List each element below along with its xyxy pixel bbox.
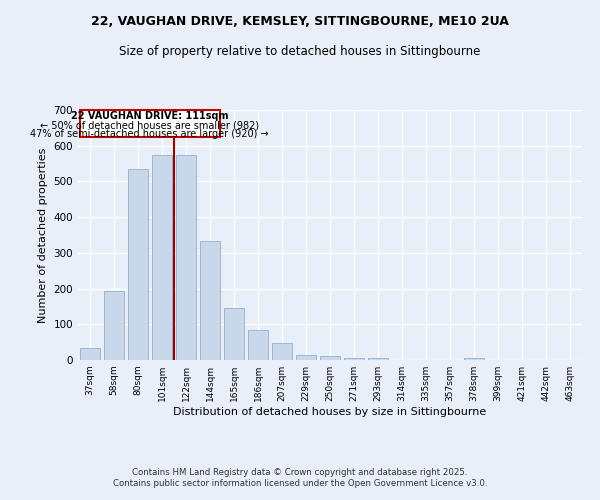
Text: Size of property relative to detached houses in Sittingbourne: Size of property relative to detached ho… — [119, 45, 481, 58]
Bar — [128, 169, 148, 360]
Bar — [296, 356, 316, 360]
Bar — [224, 308, 244, 360]
Text: ← 50% of detached houses are smaller (982): ← 50% of detached houses are smaller (98… — [40, 120, 259, 130]
Bar — [176, 156, 196, 360]
Text: 22, VAUGHAN DRIVE, KEMSLEY, SITTINGBOURNE, ME10 2UA: 22, VAUGHAN DRIVE, KEMSLEY, SITTINGBOURN… — [91, 15, 509, 28]
Bar — [80, 348, 100, 360]
Bar — [152, 156, 172, 360]
Text: 47% of semi-detached houses are larger (920) →: 47% of semi-detached houses are larger (… — [31, 130, 269, 140]
Text: 22 VAUGHAN DRIVE: 111sqm: 22 VAUGHAN DRIVE: 111sqm — [71, 112, 229, 122]
Bar — [200, 241, 220, 360]
Bar — [368, 358, 388, 360]
Bar — [344, 358, 364, 360]
Bar — [272, 343, 292, 360]
X-axis label: Distribution of detached houses by size in Sittingbourne: Distribution of detached houses by size … — [173, 407, 487, 417]
Bar — [320, 356, 340, 360]
Bar — [248, 330, 268, 360]
FancyBboxPatch shape — [80, 110, 220, 137]
Bar — [104, 291, 124, 360]
Bar — [464, 358, 484, 360]
Text: Contains HM Land Registry data © Crown copyright and database right 2025.
Contai: Contains HM Land Registry data © Crown c… — [113, 468, 487, 487]
Y-axis label: Number of detached properties: Number of detached properties — [38, 148, 48, 322]
